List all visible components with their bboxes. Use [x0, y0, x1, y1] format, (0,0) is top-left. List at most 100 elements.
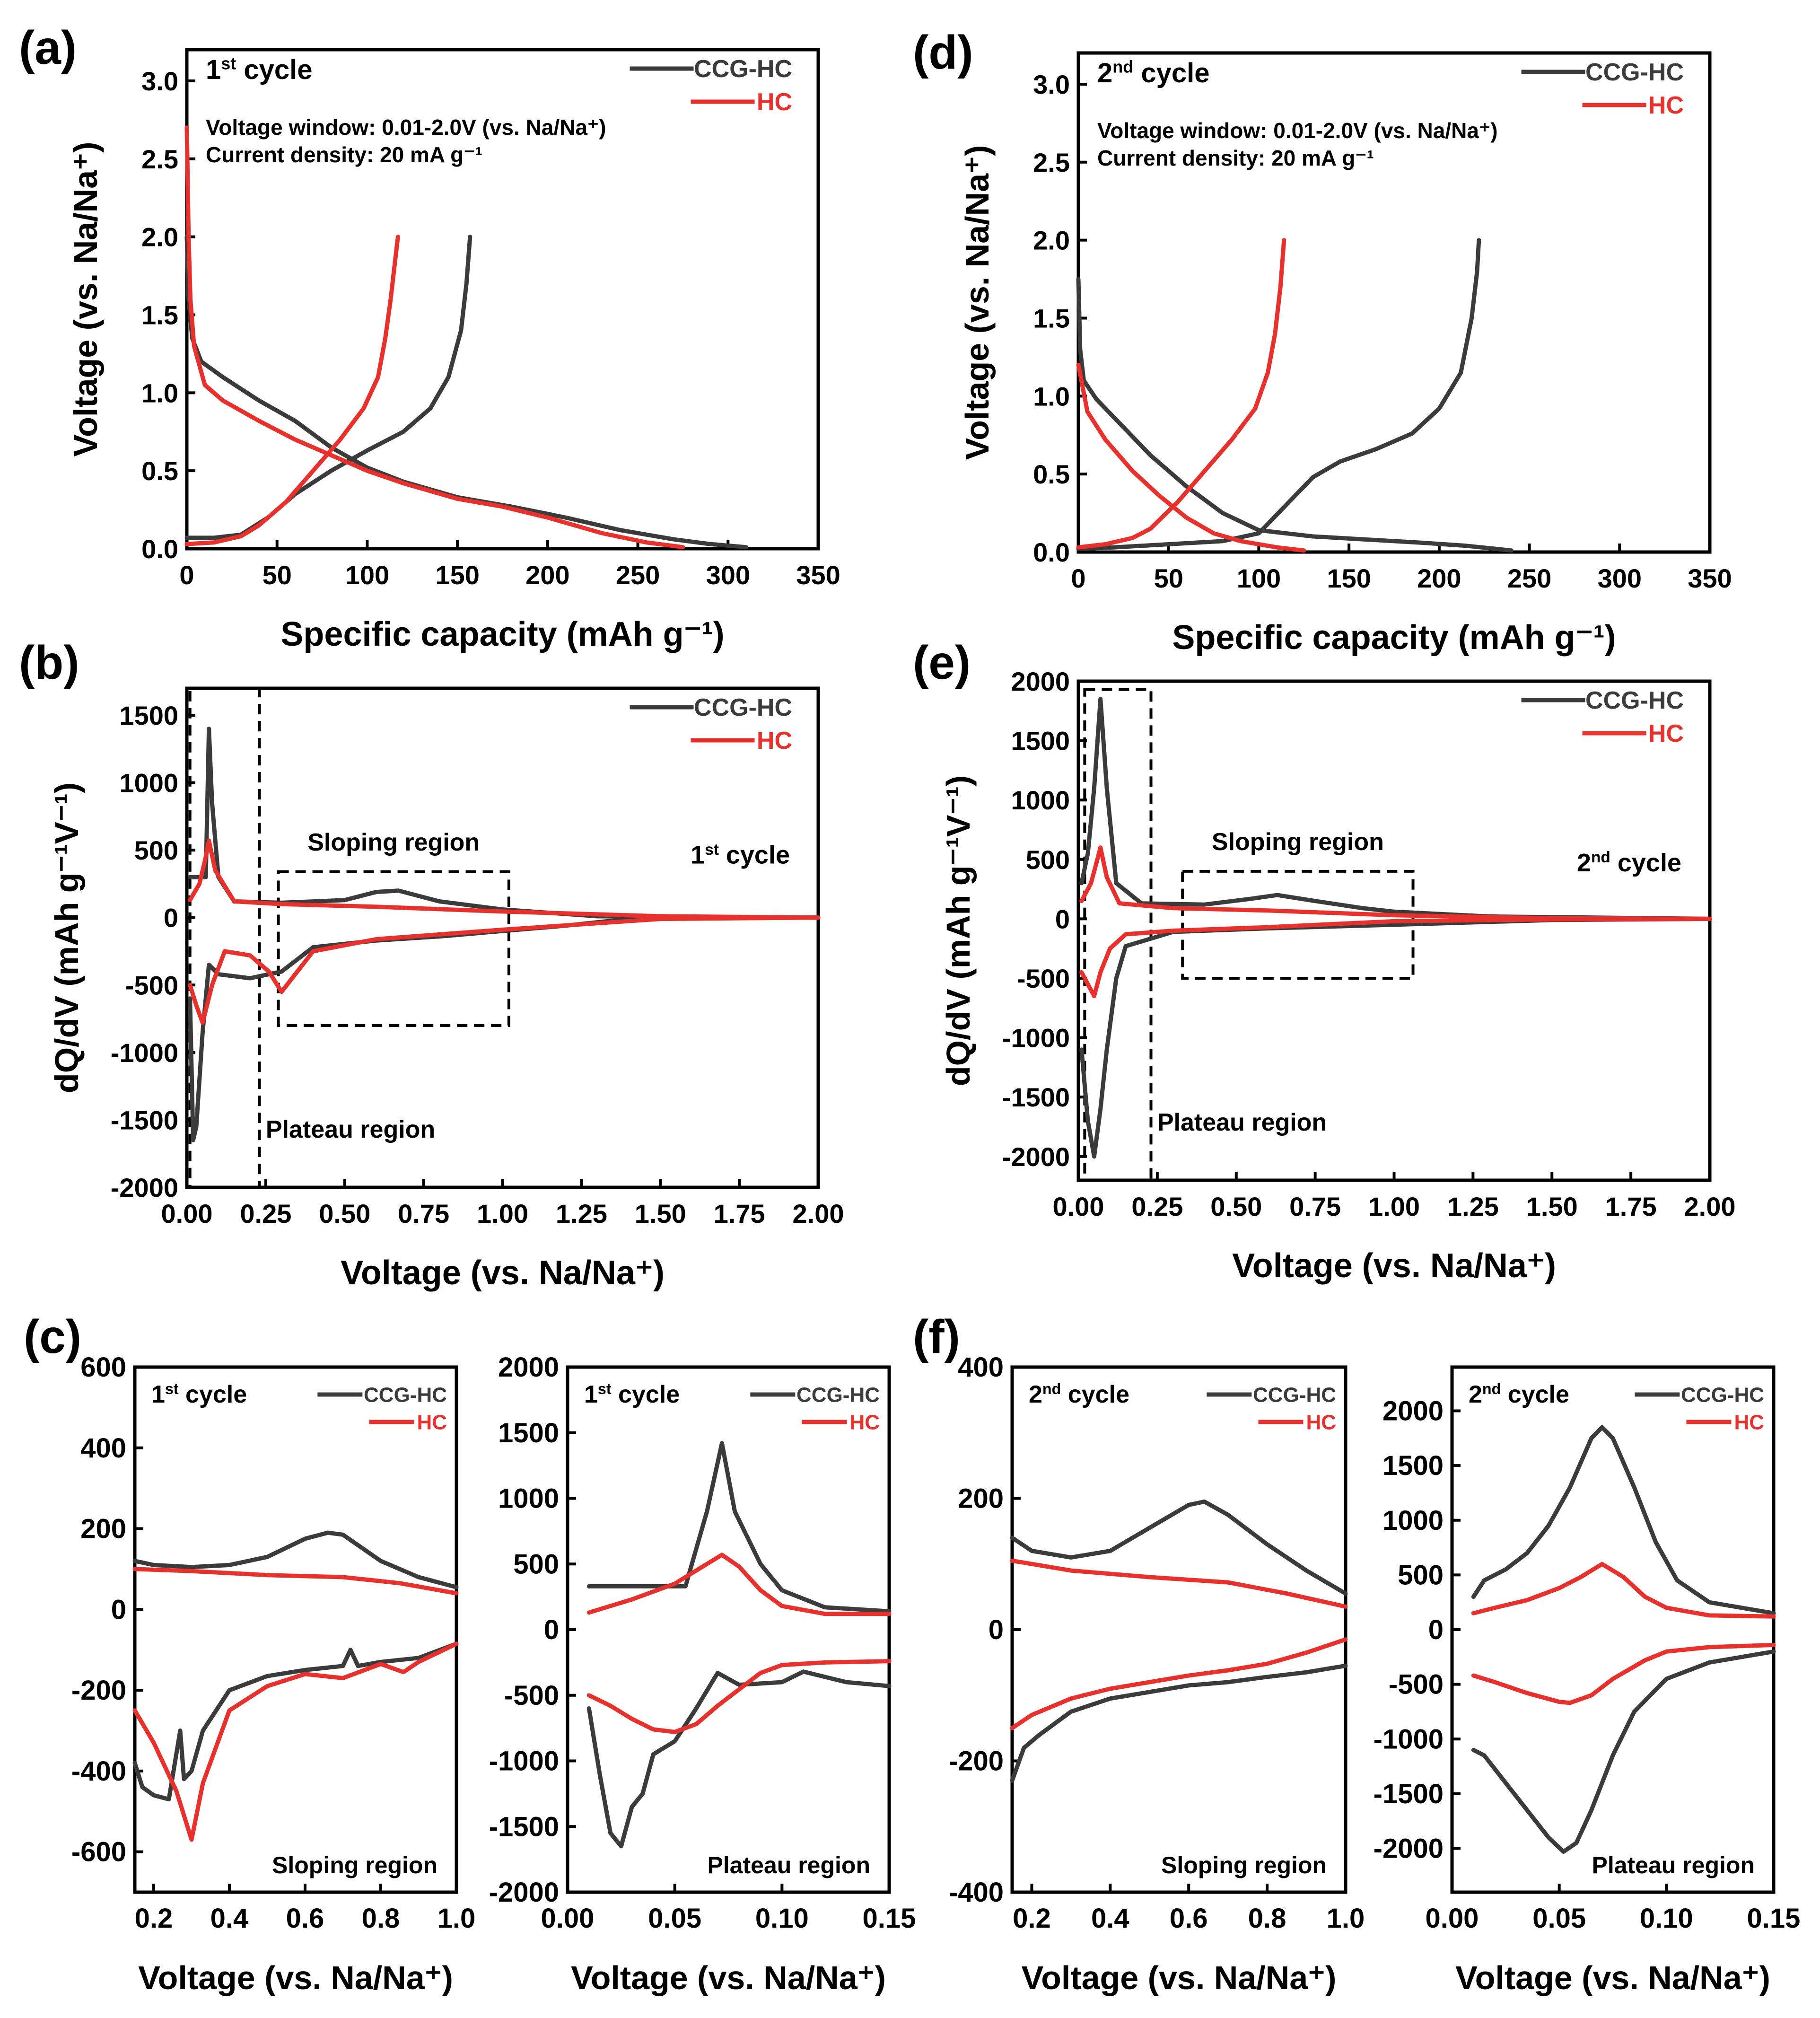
legend-label: CCG-HC: [694, 694, 792, 721]
y-tick-label: 0: [544, 1614, 559, 1645]
x-axis-title: Voltage (vs. Na/Na⁺): [1232, 1247, 1556, 1285]
sloping-region-label: Sloping region: [307, 829, 480, 856]
series-line-ccg-hc: [1079, 916, 1712, 1159]
series-line-ccg-hc: [132, 1641, 459, 1802]
x-tick-label: 1.0: [1327, 1903, 1365, 1934]
y-axis-title: Voltage (vs. Na/Na⁺): [67, 142, 104, 457]
x-tick-label: 0.05: [648, 1903, 701, 1934]
panel-label: (b): [19, 636, 79, 689]
x-tick-label: 300: [1598, 563, 1642, 593]
x-axis-title: Voltage (vs. Na/Na⁺): [1022, 1959, 1337, 1996]
x-tick-label: 2.00: [1684, 1192, 1736, 1221]
y-tick-label: -600: [71, 1837, 126, 1868]
y-tick-label: 2.5: [1033, 148, 1070, 177]
y-tick-label: -1500: [1002, 1082, 1070, 1112]
series-line-hc: [1471, 1562, 1776, 1619]
y-tick-label: -200: [949, 1746, 1004, 1777]
y-tick-label: 400: [80, 1433, 126, 1464]
legend-label: HC: [757, 727, 792, 755]
x-tick-label: 250: [1507, 563, 1551, 593]
y-tick-label: -2000: [111, 1173, 178, 1202]
x-tick-label: 300: [706, 560, 750, 590]
y-tick-label: -500: [504, 1680, 559, 1711]
x-tick-label: 350: [796, 560, 840, 590]
y-tick-label: -1500: [1374, 1779, 1444, 1809]
chart-panel-c2: 0.00 0.05 0.10 0.15 -2000 -1500 -1000 -500 0 500 1…: [489, 1352, 916, 1996]
region-label: Plateau region: [707, 1852, 870, 1878]
y-tick-label: 1500: [119, 701, 178, 730]
y-tick-label: 3.0: [141, 66, 178, 96]
y-tick-label: -1500: [489, 1811, 559, 1842]
x-axis-title: Voltage (vs. Na/Na⁺): [341, 1254, 665, 1292]
y-tick-label: -500: [1389, 1669, 1444, 1700]
x-tick-label: 0: [1071, 563, 1085, 593]
region-box: [1181, 869, 1415, 980]
y-tick-label: 0: [1055, 904, 1070, 934]
cycle-label: 2nd cycle: [1029, 1380, 1129, 1408]
series-line-ccg-hc: [1010, 1663, 1348, 1783]
y-tick-label: -400: [71, 1756, 126, 1787]
legend-label: CCG-HC: [694, 55, 792, 83]
series-line-hc: [184, 125, 685, 550]
x-tick-label: 0.00: [541, 1903, 595, 1934]
y-tick-label: 0: [164, 903, 178, 933]
y-tick-label: -1000: [1002, 1023, 1070, 1053]
cycle-label: 2nd cycle: [1469, 1380, 1569, 1408]
y-tick-label: 2000: [1011, 667, 1070, 696]
x-axis-title: Voltage (vs. Na/Na⁺): [571, 1959, 886, 1996]
x-tick-label: 1.50: [635, 1199, 686, 1228]
x-tick-label: 350: [1688, 563, 1732, 593]
y-tick-label: 500: [1398, 1560, 1444, 1590]
plateau-region-label: Plateau region: [1157, 1109, 1327, 1136]
y-tick-label: 1.5: [1033, 303, 1070, 333]
y-tick-label: 500: [134, 835, 178, 865]
legend-label: HC: [1306, 1411, 1336, 1434]
y-tick-label: 3.0: [1033, 70, 1070, 99]
chart-panel-b: 0.00 0.25 0.50 0.75 1.00 1.25 1.50 1.75 2.00 -200…: [19, 636, 844, 1292]
series-line-ccg-hc: [1471, 1425, 1776, 1615]
y-axis-title: Voltage (vs. Na/Na⁺): [959, 145, 996, 460]
x-tick-label: 0.6: [1170, 1903, 1208, 1934]
panel-label: (c): [24, 1310, 81, 1363]
x-axis-title: Voltage (vs. Na/Na⁺): [138, 1959, 453, 1996]
chart-panel-c1: 0.2 0.4 0.6 0.8 1.0 -600 -400 -200 0 200 400 600 CCG…: [24, 1310, 475, 1996]
plot-frame: [1450, 1365, 1776, 1894]
y-tick-label: -400: [949, 1877, 1004, 1908]
series-line-hc: [1079, 845, 1712, 921]
y-tick-label: 200: [80, 1514, 126, 1544]
legend-label: CCG-HC: [364, 1383, 447, 1406]
y-tick-label: 2000: [1382, 1396, 1444, 1427]
legend-label: CCG-HC: [1253, 1383, 1336, 1406]
x-tick-label: 0.00: [1053, 1192, 1104, 1221]
y-tick-label: 400: [958, 1352, 1004, 1383]
x-axis-title: Voltage (vs. Na/Na⁺): [1455, 1959, 1770, 1996]
legend-label: HC: [849, 1411, 880, 1434]
x-tick-label: 1.75: [1605, 1192, 1657, 1221]
y-tick-label: 500: [1026, 845, 1070, 875]
x-tick-label: 0.6: [286, 1903, 324, 1934]
x-tick-label: 0.50: [319, 1199, 370, 1228]
x-tick-label: 0.8: [1248, 1903, 1286, 1934]
y-tick-label: 1000: [1011, 785, 1070, 815]
y-tick-label: 500: [513, 1549, 559, 1579]
series-line-hc: [1010, 1637, 1348, 1730]
y-tick-label: 0: [1428, 1614, 1444, 1645]
plot-frame: [566, 1365, 891, 1894]
plot-frame: [133, 1365, 458, 1894]
x-tick-label: 1.50: [1526, 1192, 1578, 1221]
x-tick-label: 1.75: [714, 1199, 765, 1228]
region-box: [277, 870, 510, 1027]
y-tick-label: -1000: [1374, 1724, 1444, 1755]
cycle-label: 2nd cycle: [1577, 849, 1681, 877]
cycle-label: 1st cycle: [151, 1380, 247, 1408]
chart-panel-f2: 0.00 0.05 0.10 0.15 -2000 -1500 -1000 -500 0 500 1…: [1374, 1365, 1800, 1996]
x-tick-label: 1.00: [1368, 1192, 1420, 1221]
y-axis-title: dQ/dV (mAh g⁻¹V⁻¹): [940, 775, 977, 1086]
cycle-label: 2nd cycle: [1097, 57, 1209, 88]
x-tick-label: 50: [1154, 563, 1183, 593]
legend-label: HC: [1648, 92, 1684, 119]
y-tick-label: 1.0: [141, 378, 178, 408]
y-tick-label: 0: [111, 1594, 126, 1625]
series-line-ccg-hc: [586, 1441, 892, 1614]
series-line-hc: [188, 838, 821, 920]
